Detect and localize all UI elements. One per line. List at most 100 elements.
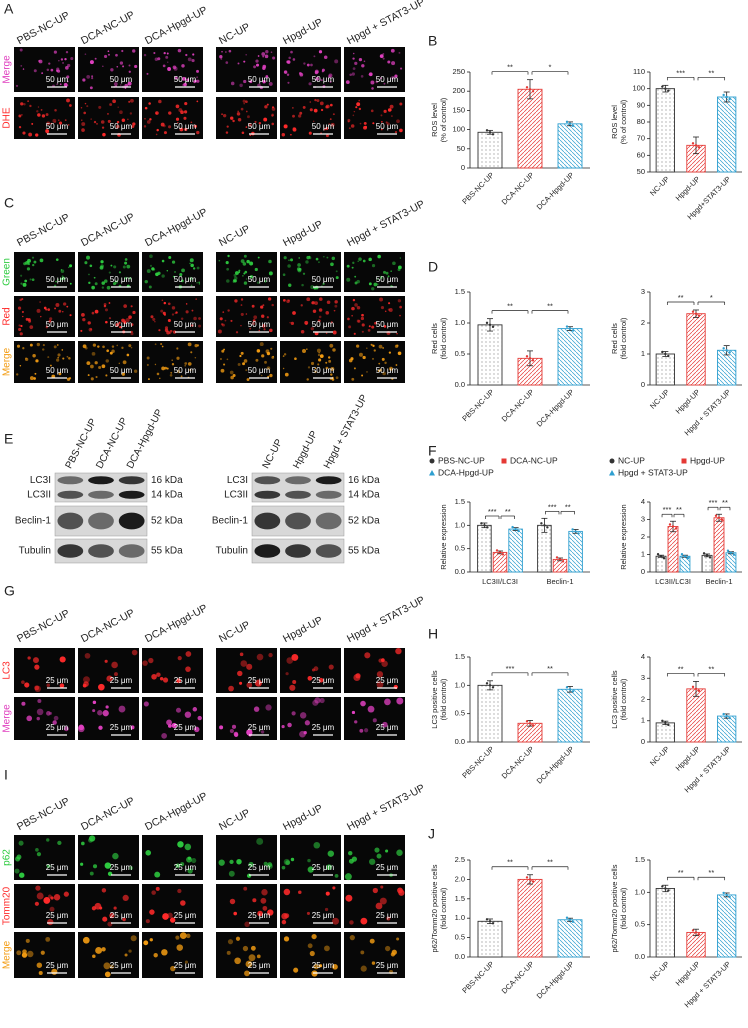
scale-label: 25 μm (376, 676, 399, 685)
replicate-dot (485, 321, 489, 325)
cell-signal (130, 346, 133, 349)
cell-signal (35, 359, 39, 363)
cell-signal (306, 63, 310, 67)
cell-signal (167, 912, 173, 919)
micrograph: 50 μm (142, 296, 203, 337)
cell-signal (36, 962, 43, 968)
cell-signal (326, 300, 331, 305)
cell-signal (307, 943, 313, 949)
cell-signal (357, 319, 361, 323)
cell-signal (58, 372, 62, 376)
cell-signal (59, 83, 62, 86)
cell-signal (390, 115, 393, 117)
cell-signal (358, 352, 363, 357)
cell-signal (253, 315, 258, 320)
cell-signal (243, 79, 247, 84)
cell-signal (151, 267, 155, 271)
cell-signal (330, 262, 334, 267)
replicate-dot (498, 551, 502, 554)
cell-signal (177, 841, 184, 848)
cell-signal (187, 868, 193, 874)
cell-signal (57, 840, 62, 845)
cell-signal (184, 101, 188, 106)
cell-signal (323, 128, 326, 131)
cell-signal (54, 307, 57, 310)
cell-signal (227, 254, 230, 258)
y-tick-label: 70 (637, 134, 645, 143)
cell-signal (244, 921, 250, 927)
cell-signal (186, 78, 190, 82)
cell-signal (52, 720, 57, 725)
size-label: 52 kDa (348, 516, 380, 527)
cell-signal (190, 263, 194, 268)
cell-signal (183, 116, 187, 120)
y-tick-label: 0 (641, 567, 645, 576)
cell-signal (94, 361, 98, 365)
x-tick-label: PBS-NC-UP (460, 744, 496, 780)
cell-signal (351, 377, 355, 381)
cell-signal (330, 367, 335, 371)
cell-signal (166, 367, 169, 370)
bar (667, 526, 679, 573)
cell-signal (105, 705, 109, 709)
cell-signal (80, 329, 83, 332)
cell-signal (289, 684, 296, 691)
significance-label: * (549, 63, 552, 72)
cell-signal (25, 938, 30, 943)
y-tick-label: 0.0 (455, 380, 465, 389)
y-axis-label: Relative expression (439, 504, 448, 569)
cell-signal (318, 677, 324, 683)
micrograph: 50 μm (216, 252, 277, 292)
cell-signal (303, 62, 306, 65)
y-tick-label: 4 (641, 652, 645, 661)
replicate-dot (668, 523, 672, 526)
bar (492, 551, 508, 573)
replicate-dot (571, 124, 575, 128)
cell-signal (328, 664, 334, 670)
cell-signal (143, 701, 149, 707)
cell-signal (332, 917, 340, 925)
cell-signal (258, 329, 261, 332)
cell-signal (82, 317, 86, 322)
image-background (216, 648, 277, 693)
image-background (280, 835, 341, 880)
cell-signal (225, 61, 229, 64)
cell-signal (361, 64, 365, 68)
y-tick-label: 0 (641, 737, 645, 746)
bar (686, 688, 706, 743)
image-background (142, 648, 203, 693)
cell-signal (321, 68, 325, 72)
cell-signal (104, 308, 108, 312)
cell-signal (176, 369, 181, 374)
cell-signal (24, 682, 30, 688)
micrograph: 50 μm (78, 97, 139, 139)
replicate-dot (694, 931, 698, 934)
replicate-dot (511, 525, 514, 529)
cell-signal (324, 907, 329, 912)
replicate-dot (525, 86, 529, 89)
cell-signal (143, 53, 147, 57)
cell-signal (252, 898, 257, 903)
cell-signal (22, 282, 27, 287)
cell-signal (355, 106, 358, 109)
y-tick-label: 3 (641, 673, 645, 682)
significance-label: ** (507, 63, 513, 72)
scale-label: 50 μm (174, 320, 197, 329)
cell-signal (226, 125, 229, 128)
cell-signal (243, 886, 248, 891)
x-tick-label: NC-UP (648, 959, 671, 982)
cell-signal (245, 369, 248, 372)
cell-signal (171, 313, 175, 316)
bar (655, 888, 675, 958)
cell-signal (396, 697, 404, 705)
column-label: NC-UP (217, 223, 252, 249)
cell-signal (175, 311, 178, 314)
cell-signal (270, 347, 273, 350)
cell-signal (90, 377, 94, 381)
scale-label: 25 μm (110, 723, 133, 732)
cell-signal (22, 315, 24, 318)
cell-signal (63, 726, 69, 732)
cell-signal (309, 950, 315, 957)
legend-label: PBS-NC-UP (438, 455, 485, 465)
replicate-dot (528, 357, 532, 360)
